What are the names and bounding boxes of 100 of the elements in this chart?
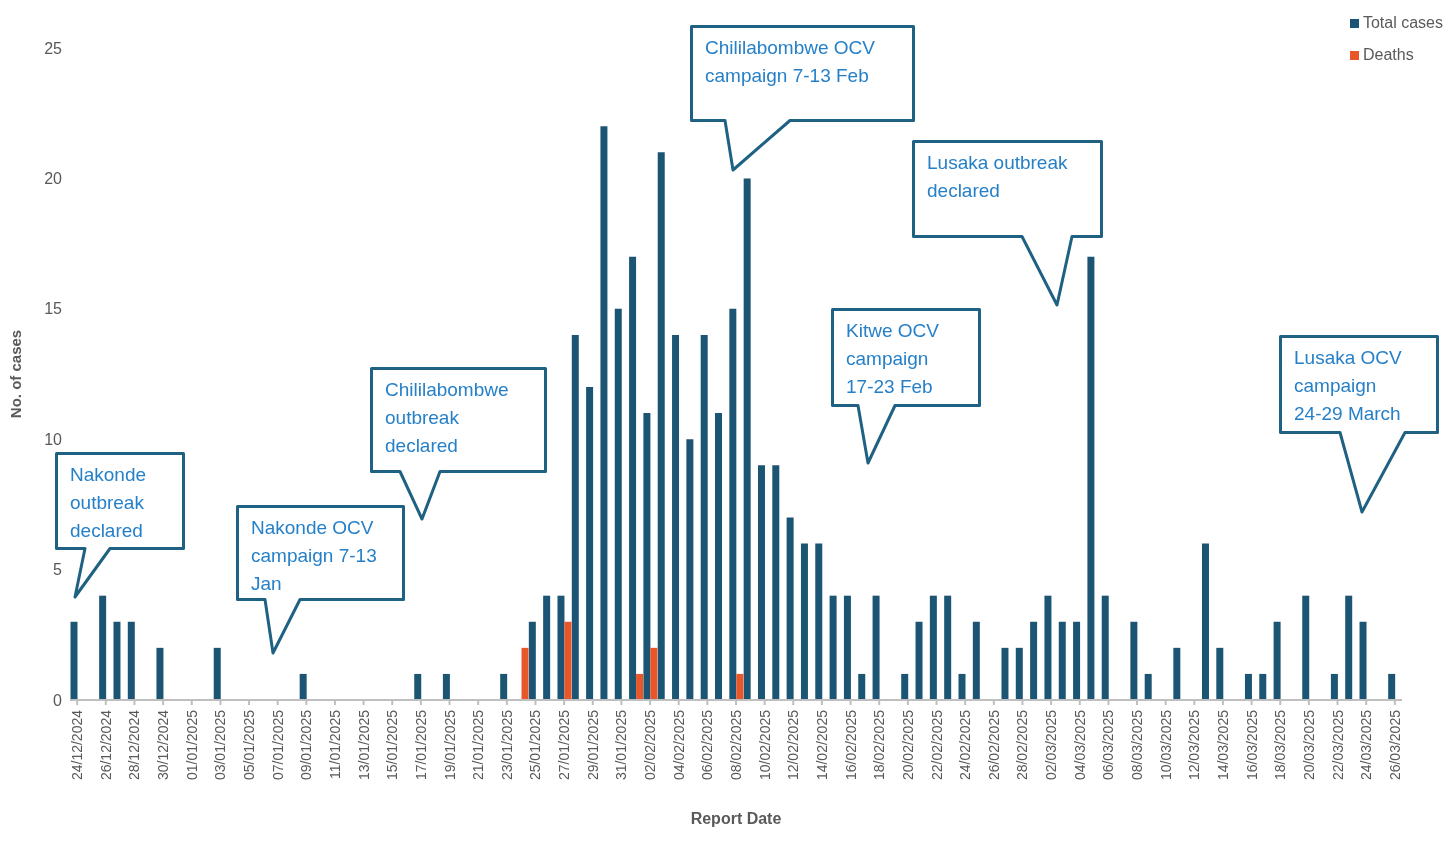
bar (1359, 621, 1367, 700)
x-tick-label: 08/03/2025 (1129, 709, 1146, 781)
speech-bubble: Lusaka outbreak declared (912, 140, 1103, 308)
x-tick-label: 14/03/2025 (1214, 709, 1231, 781)
x-tick-label: 13/01/2025 (355, 709, 372, 781)
bar (1087, 256, 1095, 700)
legend-label: Deaths (1362, 46, 1414, 64)
bar (1173, 647, 1181, 700)
annotation: Lusaka outbreak declared (927, 152, 1068, 201)
x-tick-label: 06/03/2025 (1100, 709, 1117, 781)
speech-bubble: Lusaka OCV campaign 24-29 March (1279, 335, 1439, 515)
x-tick-label: 22/03/2025 (1329, 709, 1346, 781)
bar (1044, 595, 1052, 700)
bar (213, 647, 221, 700)
bar (1273, 621, 1281, 700)
bar (1330, 673, 1338, 700)
bar (1073, 621, 1081, 700)
y-tick-label: 5 (53, 561, 63, 579)
y-tick-label: 10 (44, 430, 63, 448)
x-tick-label: 20/03/2025 (1300, 709, 1317, 781)
bar (786, 517, 794, 700)
y-axis-title: No. of cases (7, 329, 25, 419)
x-tick-label: 17/01/2025 (412, 709, 429, 781)
bar (972, 621, 980, 700)
speech-bubble: Nakonde OCV campaign 7-13 Jan (236, 505, 405, 656)
bar (757, 465, 765, 700)
bar (672, 334, 680, 700)
bar (700, 334, 708, 700)
x-tick-label: 26/03/2025 (1386, 709, 1403, 781)
bar (736, 673, 744, 700)
bar (99, 595, 107, 700)
x-tick-label: 04/03/2025 (1071, 709, 1088, 781)
bar (70, 621, 78, 700)
annotation: Nakonde outbreak declared (70, 464, 147, 541)
x-tick-label: 19/01/2025 (441, 709, 458, 781)
bar (800, 543, 808, 700)
bar (944, 595, 952, 700)
x-tick-label: 21/01/2025 (470, 709, 487, 781)
bar (915, 621, 923, 700)
x-tick-label: 28/02/2025 (1014, 709, 1031, 781)
x-tick-label: 16/03/2025 (1243, 709, 1260, 781)
bar (1015, 647, 1023, 700)
x-tick-label: 05/01/2025 (241, 709, 258, 781)
bar (571, 334, 579, 700)
bar (614, 308, 622, 700)
x-tick-label: 15/01/2025 (384, 709, 401, 781)
x-tick-label: 22/02/2025 (928, 709, 945, 781)
x-tick-label: 09/01/2025 (298, 709, 315, 781)
x-tick-label: 26/12/2024 (97, 709, 114, 781)
bar (127, 621, 135, 700)
bar (843, 595, 851, 700)
bar (743, 178, 751, 700)
annotation: Lusaka OCV campaign 24-29 March (1294, 347, 1402, 424)
x-tick-label: 04/02/2025 (670, 709, 687, 781)
bar (958, 673, 966, 700)
bar (564, 621, 572, 700)
bar (1130, 621, 1138, 700)
bar (1388, 673, 1396, 700)
bar (815, 543, 823, 700)
x-tick-label: 24/02/2025 (957, 709, 974, 781)
x-tick-label: 12/02/2025 (785, 709, 802, 781)
bar (557, 595, 565, 700)
bar (1259, 673, 1267, 700)
y-tick-label: 20 (44, 170, 63, 188)
x-tick-label: 01/01/2025 (183, 709, 200, 781)
bar (1302, 595, 1310, 700)
x-tick-label: 10/03/2025 (1157, 709, 1174, 781)
bar (1058, 621, 1066, 700)
x-tick-label: 18/03/2025 (1272, 709, 1289, 781)
bar (600, 126, 608, 700)
bar (1001, 647, 1009, 700)
x-tick-label: 06/02/2025 (699, 709, 716, 781)
speech-bubble: Kitwe OCV campaign 17-23 Feb (831, 308, 981, 466)
bar (586, 387, 594, 700)
x-tick-label: 10/02/2025 (756, 709, 773, 781)
bar (686, 439, 694, 700)
bar (1216, 647, 1224, 700)
bar (414, 673, 422, 700)
bar (929, 595, 937, 700)
x-tick-label: 02/03/2025 (1043, 709, 1060, 781)
bar (1345, 595, 1353, 700)
bar (858, 673, 866, 700)
x-tick-label: 16/02/2025 (842, 709, 859, 781)
x-tick-label: 29/01/2025 (584, 709, 601, 781)
x-axis-title: Report Date (690, 810, 782, 827)
x-tick-label: 02/02/2025 (642, 709, 659, 781)
speech-bubble: Chililabombwe outbreak declared (370, 367, 547, 522)
x-tick-label: 18/02/2025 (871, 709, 888, 781)
x-tick-label: 28/12/2024 (126, 709, 143, 781)
x-tick-label: 14/02/2025 (813, 709, 830, 781)
x-tick-label: 27/01/2025 (556, 709, 573, 781)
x-tick-label: 24/12/2024 (69, 709, 86, 781)
bar (772, 465, 780, 700)
x-tick-label: 30/12/2024 (155, 709, 172, 781)
bar (1244, 673, 1252, 700)
bar (521, 647, 529, 700)
bar (543, 595, 551, 700)
bar (1101, 595, 1109, 700)
bar (629, 256, 637, 700)
bar (829, 595, 837, 700)
